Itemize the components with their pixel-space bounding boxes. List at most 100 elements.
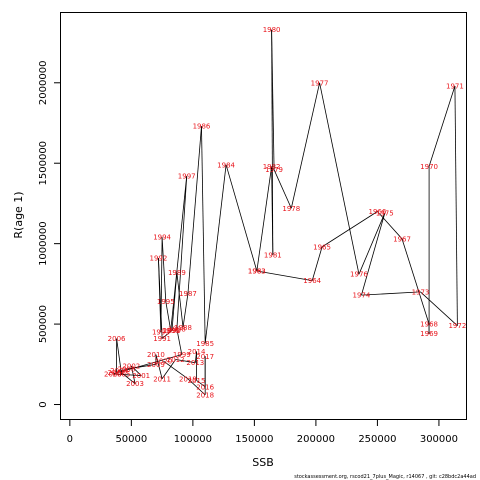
series-segment <box>290 82 320 209</box>
point-label-1991: 1991 <box>153 335 171 343</box>
point-label-1996: 1996 <box>162 327 180 335</box>
x-tick-label: 50000 <box>115 434 147 445</box>
point-label-2001: 2001 <box>132 372 150 380</box>
series-segment <box>161 330 173 339</box>
series-segment <box>163 360 189 380</box>
series-segment <box>358 212 386 275</box>
series-segment <box>377 211 403 240</box>
x-axis: 0 50000 100000 150000 200000 250000 300000 <box>67 419 458 445</box>
point-label-2019: 2019 <box>179 375 197 383</box>
x-tick-label: 150000 <box>235 434 273 445</box>
point-label-2018: 2018 <box>196 391 214 399</box>
series-segment <box>116 338 122 375</box>
point-label-1963: 1963 <box>248 268 266 276</box>
point-label-1967: 1967 <box>393 235 411 243</box>
y-tick-label: 500000 <box>38 305 49 343</box>
series-segment <box>271 166 274 255</box>
source-caption: stockassessment.org, rscod21_7plus_Magic… <box>294 474 476 480</box>
point-label-1984: 1984 <box>217 161 235 169</box>
point-label-1965: 1965 <box>313 243 331 251</box>
series-segment <box>361 212 386 296</box>
series-segment <box>175 359 196 364</box>
point-label-1978: 1978 <box>282 205 300 213</box>
series-segment <box>112 373 142 376</box>
point-label-1990: 1990 <box>163 327 181 335</box>
point-label-2007: 2007 <box>108 369 126 377</box>
point-label-1973: 1973 <box>412 288 430 296</box>
series-segment <box>201 126 206 344</box>
series-segment <box>256 166 273 272</box>
series-segment <box>401 238 430 325</box>
point-label-2008: 2008 <box>118 366 136 374</box>
y-tick-label: 1000000 <box>38 221 49 266</box>
y-tick-label: 2000000 <box>38 61 49 106</box>
series-segment <box>361 291 421 296</box>
point-label-1974: 1974 <box>353 292 371 300</box>
point-label-1987: 1987 <box>179 290 197 298</box>
point-label-1988: 1988 <box>174 324 192 332</box>
series-segment <box>420 291 458 326</box>
y-tick-label: 1500000 <box>38 141 49 186</box>
series-segment <box>273 169 292 209</box>
series-segment <box>225 164 258 272</box>
series-segment <box>176 328 183 355</box>
point-label-1983: 1983 <box>248 268 266 276</box>
point-label-2005: 2005 <box>113 370 131 378</box>
point-label-2012: 2012 <box>167 356 185 364</box>
point-label-2017: 2017 <box>196 353 214 361</box>
x-tick-label: 300000 <box>420 434 458 445</box>
point-label-1992: 1992 <box>150 255 168 263</box>
series-line <box>112 29 458 396</box>
point-label-2013: 2013 <box>186 359 204 367</box>
point-label-2020: 2020 <box>154 358 172 366</box>
series-segment <box>116 368 127 373</box>
x-tick-label: 200000 <box>297 434 335 445</box>
series-segment <box>319 82 360 275</box>
point-label-1972: 1972 <box>448 322 466 330</box>
point-label-1979: 1979 <box>265 166 283 174</box>
point-label-1982: 1982 <box>263 163 281 171</box>
series-segment <box>170 176 188 331</box>
point-label-2015: 2015 <box>188 377 206 385</box>
point-label-2016: 2016 <box>196 383 214 391</box>
point-label-1976: 1976 <box>350 271 368 279</box>
series-segment <box>187 126 202 294</box>
series-segment <box>155 354 163 379</box>
point-label-1999: 1999 <box>173 351 191 359</box>
series-segment <box>182 293 189 328</box>
point-label-2010: 2010 <box>147 351 165 359</box>
point-label-1997: 1997 <box>178 173 196 181</box>
point-label-1993: 1993 <box>152 329 170 337</box>
series-segment <box>176 176 188 329</box>
point-label-1985: 1985 <box>196 340 214 348</box>
x-tick-label: 0 <box>67 434 73 445</box>
series-segment <box>196 380 206 388</box>
point-label-1964: 1964 <box>303 277 321 285</box>
point-label-1980: 1980 <box>263 26 281 34</box>
point-label-1968: 1968 <box>420 321 438 329</box>
point-label-1971: 1971 <box>446 83 464 91</box>
point-label-2011: 2011 <box>153 375 171 383</box>
point-label-1970: 1970 <box>420 163 438 171</box>
series-segment <box>130 365 136 384</box>
point-label-2014: 2014 <box>188 348 206 356</box>
point-label-1975: 1975 <box>376 210 394 218</box>
point-label-2004: 2004 <box>110 367 128 375</box>
point-label-2002: 2002 <box>122 362 140 370</box>
series-segment <box>311 246 323 281</box>
x-tick-label: 250000 <box>358 434 396 445</box>
series-segment <box>112 354 182 375</box>
point-label-1966: 1966 <box>369 208 387 216</box>
series-segment <box>454 85 458 326</box>
y-axis-title: R(age 1) <box>12 191 25 238</box>
series-segment <box>161 359 176 380</box>
point-label-1986: 1986 <box>193 123 211 131</box>
point-label-1998: 1998 <box>168 325 186 333</box>
series-segment <box>256 270 313 282</box>
point-label-2006: 2006 <box>108 335 126 343</box>
y-axis: 0 500000 1000000 1500000 2000000 <box>38 61 61 408</box>
series-segment <box>126 363 157 370</box>
series-segment <box>204 164 227 344</box>
plot-frame <box>60 12 467 420</box>
